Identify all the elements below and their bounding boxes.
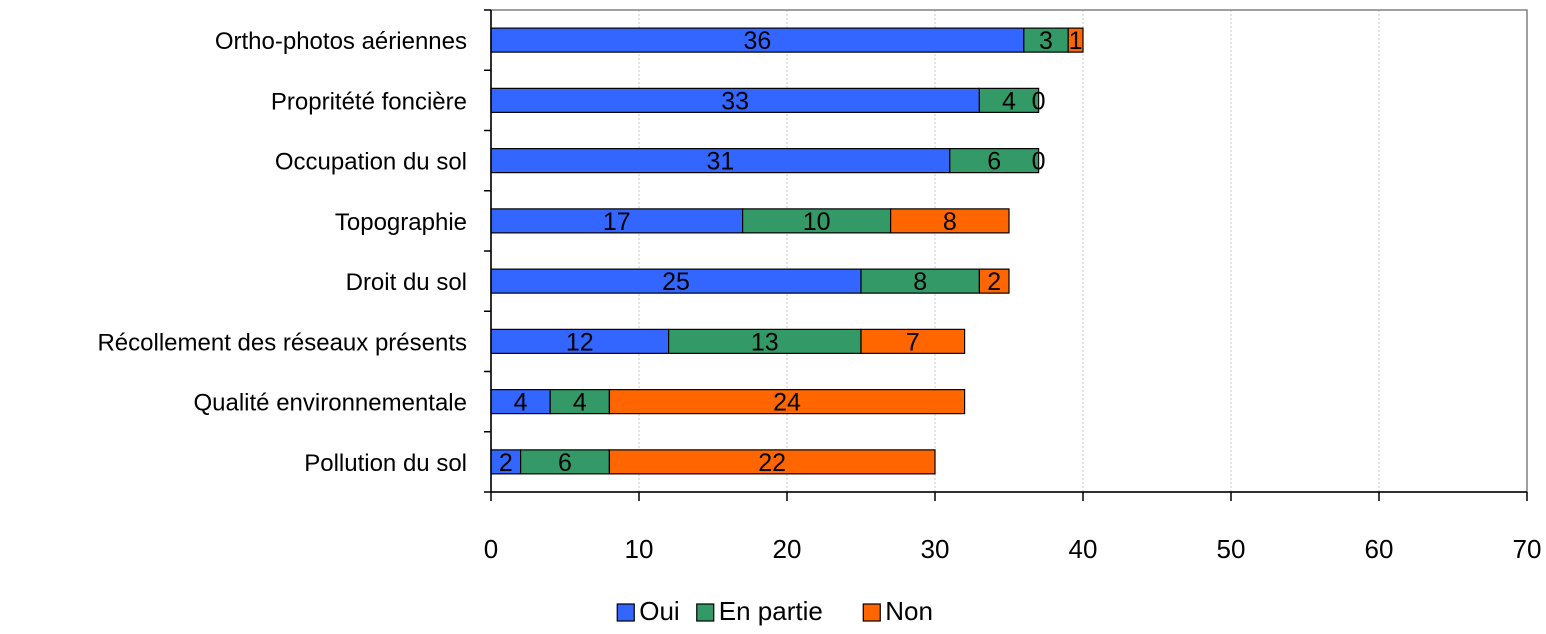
- data-label: 4: [573, 389, 587, 417]
- bar-segment-non: [860, 328, 966, 354]
- data-label: 4: [514, 389, 528, 417]
- bar-segment-non: [1067, 27, 1084, 53]
- data-label: 12: [566, 328, 594, 356]
- x-tick-label: 20: [773, 534, 802, 564]
- gridlines: [638, 10, 1380, 492]
- x-tick-label: 0: [484, 534, 498, 564]
- data-label: 31: [706, 148, 734, 176]
- data-label: 0: [1032, 148, 1046, 176]
- bar-segment-oui: [490, 148, 951, 174]
- category-label: Topographie: [335, 209, 467, 236]
- legend-label: Oui: [639, 596, 679, 626]
- bar-segment-non: [889, 208, 1010, 234]
- bar-segment-oui: [490, 268, 862, 294]
- category-label: Propritété foncière: [271, 88, 467, 115]
- data-label: 7: [906, 328, 920, 356]
- legend-swatch-oui: [616, 603, 635, 622]
- bar-segment-non: [608, 389, 966, 415]
- x-tick-label: 70: [1513, 534, 1542, 564]
- bar-segment-non: [978, 268, 1010, 294]
- bar-segment-non: [608, 449, 936, 475]
- data-label: 36: [743, 27, 771, 55]
- data-label: 6: [987, 148, 1001, 176]
- category-label: Droit du sol: [346, 269, 467, 296]
- category-label: Récollement des réseaux présents: [97, 329, 467, 356]
- x-tick-label: 50: [1217, 534, 1246, 564]
- data-label: 2: [499, 449, 513, 477]
- category-label: Ortho-photos aériennes: [215, 28, 467, 55]
- bar-segment-oui: [490, 27, 1025, 53]
- bar-segment-oui: [490, 208, 744, 234]
- data-label: 8: [913, 268, 927, 296]
- bar-segment-en-partie: [860, 268, 981, 294]
- data-label: 17: [603, 208, 631, 236]
- data-label: 4: [1002, 87, 1016, 115]
- data-label: 0: [1032, 87, 1046, 115]
- bar-segment-en-partie: [949, 148, 1040, 174]
- x-tick-label: 10: [625, 534, 654, 564]
- data-label: 1: [1069, 27, 1083, 55]
- x-tick-label: 60: [1365, 534, 1394, 564]
- data-label: 2: [987, 268, 1001, 296]
- data-label: 6: [558, 449, 572, 477]
- data-label: 33: [721, 87, 749, 115]
- category-label: Occupation du sol: [275, 149, 467, 176]
- category-label: Pollution du sol: [304, 450, 467, 477]
- legend-swatch-non: [862, 603, 881, 622]
- x-tick-label: 30: [921, 534, 950, 564]
- bars: [490, 27, 1084, 475]
- x-tick-label: 40: [1069, 534, 1098, 564]
- axes: [484, 9, 1528, 501]
- data-label: 8: [943, 208, 957, 236]
- data-label: 10: [803, 208, 831, 236]
- bar-segment-en-partie: [978, 87, 1040, 113]
- data-label: 24: [773, 389, 801, 417]
- data-label: 13: [751, 328, 779, 356]
- category-label: Qualité environnementale: [193, 390, 467, 417]
- bar-segment-en-partie: [549, 389, 611, 415]
- bar-segment-oui: [490, 87, 980, 113]
- legend-swatch-en-partie: [696, 603, 715, 622]
- plot-area-border: [490, 9, 1528, 493]
- legend-label: En partie: [719, 596, 823, 626]
- data-label: 25: [662, 268, 690, 296]
- data-label: 3: [1039, 27, 1053, 55]
- data-label: 22: [758, 449, 786, 477]
- legend: Oui En partie Non: [616, 596, 933, 626]
- legend-label: Non: [885, 596, 933, 626]
